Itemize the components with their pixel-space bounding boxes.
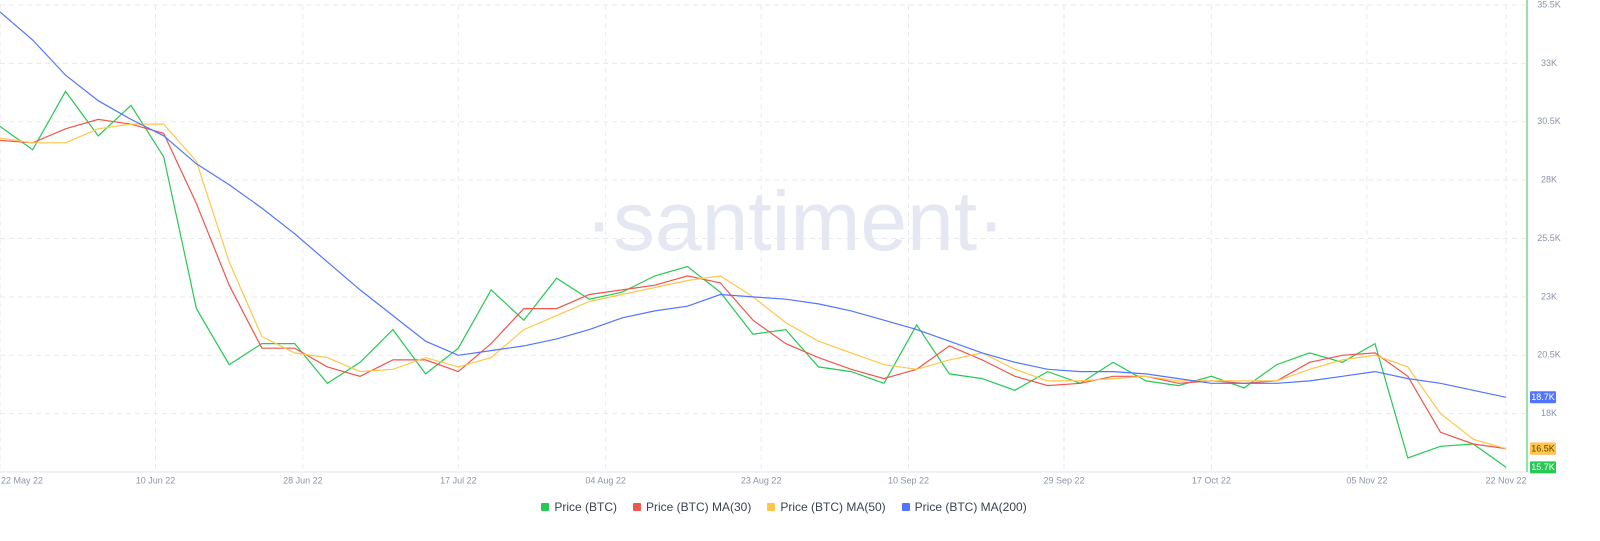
y-tick-label: 28K — [1541, 175, 1557, 185]
x-tick-label: 17 Jul 22 — [440, 475, 477, 485]
x-tick-label: 22 May 22 — [1, 475, 43, 485]
legend-swatch — [767, 503, 776, 511]
y-tick-label: 18K — [1541, 408, 1557, 418]
y-tick-label: 23K — [1541, 291, 1557, 301]
x-tick-label: 05 Nov 22 — [1346, 475, 1387, 485]
chart: ·santiment· 18K 20.5K 23K 25.5K 28K 30.5K 33K 3… — [0, 0, 1561, 485]
end-label-text: 15.7K — [1531, 462, 1555, 472]
x-tick-label: 28 Jun 22 — [283, 475, 323, 485]
x-tick-label: 22 Nov 22 — [1485, 475, 1526, 485]
y-tick-label: 33K — [1541, 58, 1557, 68]
x-tick-label: 29 Sep 22 — [1043, 475, 1084, 485]
legend-item[interactable]: Price (BTC) MA(30) — [632, 500, 752, 514]
series-line — [0, 11, 1507, 398]
legend-item[interactable]: Price (BTC) — [541, 500, 617, 514]
end-label-box — [1530, 442, 1556, 455]
series-line — [0, 123, 1507, 450]
legend-swatch — [541, 503, 550, 511]
legend-label: Price (BTC) MA(200) — [914, 500, 1027, 514]
end-label-text: 16.5K — [1531, 444, 1555, 454]
end-label: 18.7K — [1530, 391, 1556, 404]
x-tick-label: 10 Jun 22 — [136, 475, 176, 485]
legend-label: Price (BTC) MA(50) — [780, 500, 886, 514]
end-label-box — [1530, 461, 1556, 474]
series-line — [0, 90, 1507, 468]
end-label: 15.7K — [1530, 461, 1556, 474]
end-label: 16.5K — [1530, 442, 1556, 455]
legend: Price (BTC) Price (BTC) MA(30) Price (BTC)… — [0, 500, 1568, 514]
x-tick-label: 17 Oct 22 — [1192, 475, 1231, 485]
series-line — [0, 118, 1507, 450]
legend-label: Price (BTC) — [554, 500, 617, 514]
y-tick-label: 30.5K — [1537, 116, 1561, 126]
legend-label: Price (BTC) MA(30) — [645, 500, 752, 514]
legend-swatch — [901, 503, 910, 511]
y-tick-label: 35.5K — [1537, 0, 1561, 9]
watermark: ·santiment· — [585, 174, 1005, 268]
legend-item[interactable]: Price (BTC) MA(200) — [901, 500, 1027, 514]
legend-swatch — [632, 503, 641, 511]
legend-item[interactable]: Price (BTC) MA(50) — [767, 500, 886, 514]
x-tick-label: 23 Aug 22 — [741, 475, 782, 485]
x-tick-label: 10 Sep 22 — [888, 475, 929, 485]
x-tick-label: 04 Aug 22 — [585, 475, 626, 485]
end-label-text: 18.7K — [1531, 392, 1555, 402]
end-label-box — [1530, 391, 1556, 404]
y-tick-label: 20.5K — [1537, 350, 1561, 360]
y-tick-label: 25.5K — [1537, 233, 1561, 243]
